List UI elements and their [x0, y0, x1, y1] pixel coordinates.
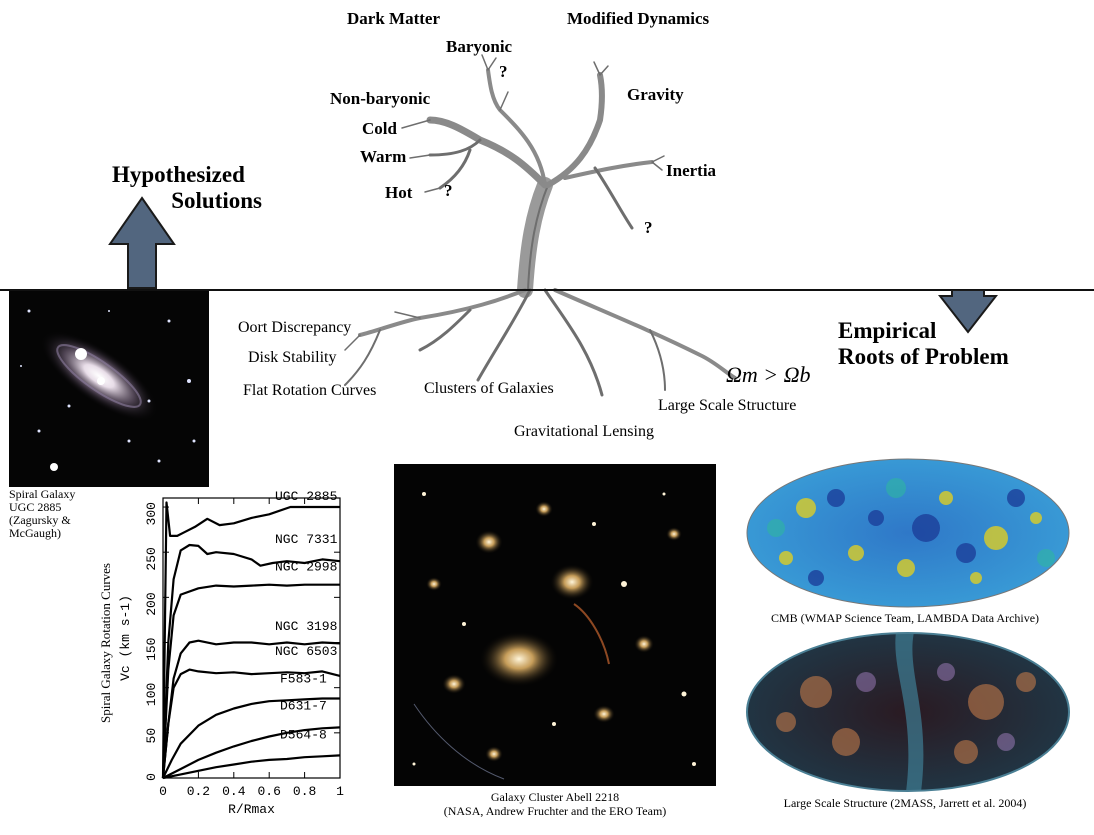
y-tick-label: 300	[144, 502, 159, 525]
series-line	[161, 639, 341, 779]
series-label: D631-7	[280, 698, 327, 713]
x-tick-label: 0.2	[187, 784, 210, 799]
label-omega: Ωm > Ωb	[726, 362, 811, 387]
label-hot: Hot	[385, 183, 413, 202]
label-large-scale-structure: Large Scale Structure	[658, 397, 797, 414]
lss-caption: Large Scale Structure (2MASS, Jarrett et…	[783, 796, 1027, 810]
cmb-caption: CMB (WMAP Science Team, LAMBDA Data Arch…	[770, 611, 1040, 625]
hypothesized-title: Hypothesized Solutions	[112, 162, 262, 214]
label-question-baryonic: ?	[499, 62, 508, 81]
chart-frame	[162, 497, 341, 779]
galaxy-caption-line: McGaugh)	[9, 526, 61, 540]
hypothesized-line1: Hypothesized	[112, 162, 245, 187]
galaxy-cluster-image	[394, 464, 716, 786]
galaxy-caption-line: Spiral Galaxy	[9, 487, 76, 501]
series-label: UGC 2885	[275, 490, 337, 504]
hypothesized-line2: Solutions	[171, 188, 262, 213]
series-line	[161, 543, 341, 779]
series-label: NGC 3198	[275, 619, 337, 634]
series-line	[161, 501, 340, 779]
label-lensing: Gravitational Lensing	[514, 423, 654, 440]
y-axis-label: Vc (km s-1)	[118, 595, 133, 681]
y-tick-label: 200	[144, 592, 159, 615]
empirical-title: Empirical Roots of Problem	[838, 318, 1009, 370]
ground-line	[0, 289, 1094, 291]
x-tick-label: 0	[159, 784, 167, 799]
label-warm: Warm	[360, 147, 407, 166]
up-arrow-icon	[108, 196, 176, 289]
x-axis-label: R/Rmax	[228, 802, 275, 817]
y-tick-label: 250	[144, 547, 159, 570]
down-arrow-icon	[938, 290, 998, 334]
cluster-caption-line: (NASA, Andrew Fruchter and the ERO Team)	[443, 804, 667, 818]
cluster-caption-line: Galaxy Cluster Abell 2218	[490, 790, 620, 804]
large-scale-structure-image	[746, 632, 1070, 792]
label-question-hot: ?	[444, 181, 453, 200]
label-non-baryonic: Non-baryonic	[330, 89, 431, 108]
series-line	[161, 583, 340, 779]
rotation-curves-chart: 0 50 100 150 200 250 300 0 0.2 0.4 0.6 0.8 1 R/Rmax Sp…	[100, 490, 344, 817]
y-tick-label: 0	[144, 773, 159, 781]
y-axis-title: Spiral Galaxy Rotation Curves	[100, 563, 113, 723]
galaxy-caption: Spiral Galaxy UGC 2885 (Zagursky & McGau…	[9, 488, 75, 540]
label-dark-matter: Dark Matter	[347, 9, 440, 28]
label-disk-stability: Disk Stability	[248, 349, 337, 366]
series-line	[161, 668, 341, 779]
label-gravity: Gravity	[627, 85, 684, 104]
series-line	[162, 697, 340, 779]
galaxy-caption-line: (Zagursky &	[9, 513, 71, 527]
label-modified-dynamics: Modified Dynamics	[567, 9, 710, 28]
series-line	[162, 726, 341, 779]
series-label: NGC 2998	[275, 559, 337, 574]
cmb-map-image	[746, 458, 1070, 608]
label-clusters: Clusters of Galaxies	[424, 380, 554, 397]
empirical-line1: Empirical	[838, 318, 937, 343]
label-question-inertia: ?	[644, 218, 653, 237]
spiral-galaxy-image	[9, 291, 209, 487]
label-baryonic: Baryonic	[446, 37, 513, 56]
x-tick-label: 1	[336, 784, 344, 799]
label-oort: Oort Discrepancy	[238, 319, 352, 336]
series-label: NGC 7331	[275, 532, 338, 547]
series-label: F583-1	[280, 671, 327, 686]
cluster-caption: Galaxy Cluster Abell 2218 (NASA, Andrew …	[394, 790, 716, 818]
label-inertia: Inertia	[666, 161, 717, 180]
y-tick-label: 100	[144, 683, 159, 706]
x-tick-label: 0.4	[222, 784, 246, 799]
galaxy-caption-line: UGC 2885	[9, 500, 62, 514]
y-tick-label: 50	[144, 728, 159, 744]
series-label: D564-8	[280, 727, 327, 742]
x-tick-label: 0.6	[257, 784, 280, 799]
series-line	[162, 754, 341, 780]
dark-matter-tree	[344, 54, 737, 397]
label-flat-rotation: Flat Rotation Curves	[243, 382, 377, 399]
y-tick-label: 150	[144, 638, 159, 661]
label-cold: Cold	[362, 119, 397, 138]
empirical-line2: Roots of Problem	[838, 344, 1009, 369]
x-tick-label: 0.8	[293, 784, 316, 799]
series-label: NGC 6503	[275, 644, 337, 659]
